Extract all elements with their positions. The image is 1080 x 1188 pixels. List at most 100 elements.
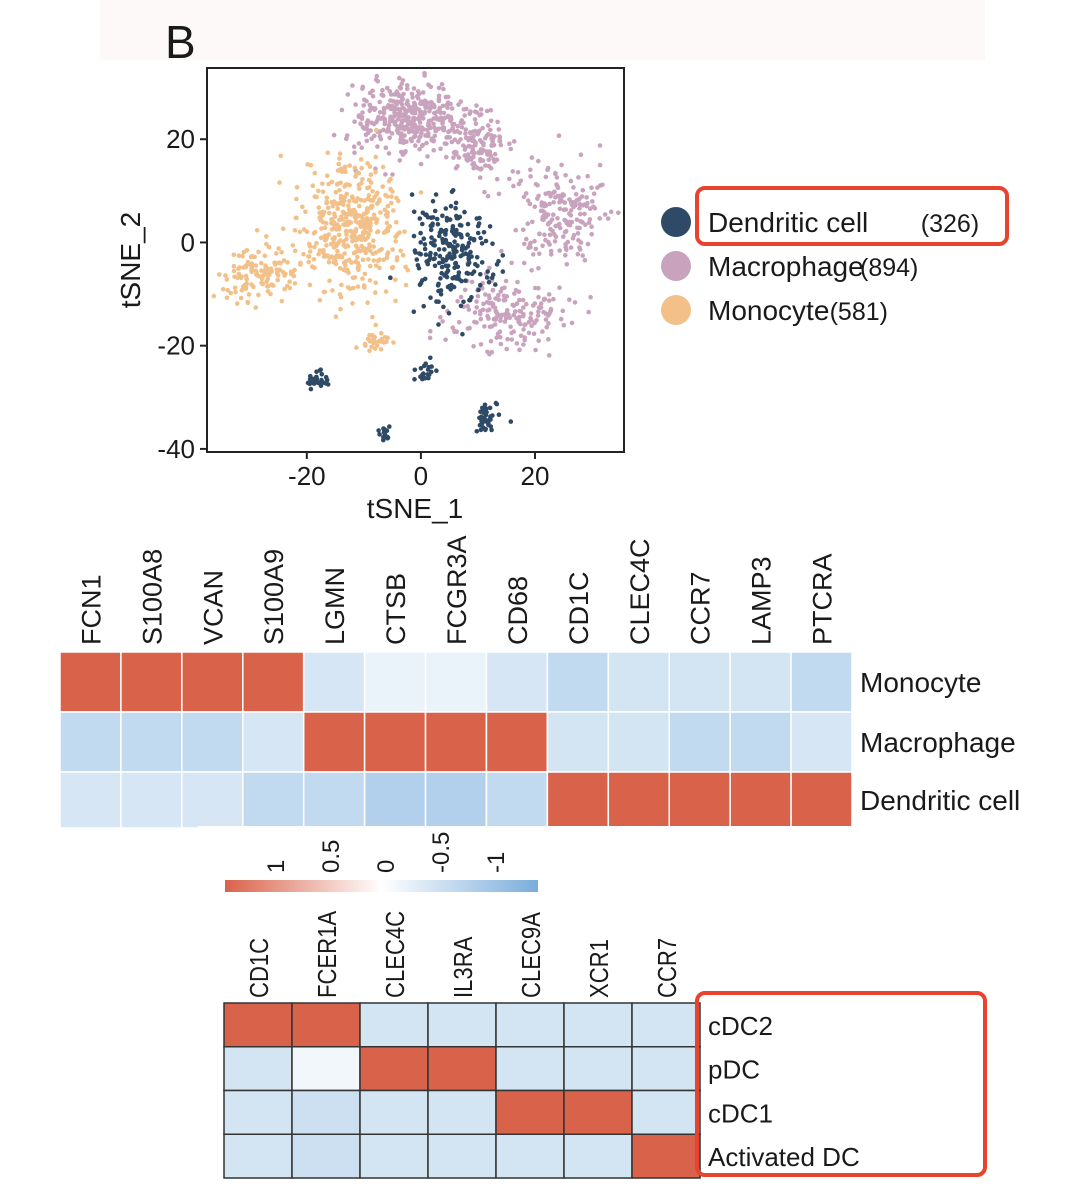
data-point-macrophage bbox=[494, 176, 500, 182]
heatmap-cell bbox=[607, 771, 670, 829]
heatmap-cell bbox=[302, 651, 366, 713]
data-point-macrophage bbox=[374, 120, 379, 125]
data-point-macrophage bbox=[411, 86, 417, 91]
legend-label: Dendritic cell bbox=[708, 207, 868, 238]
data-point-macrophage bbox=[382, 121, 388, 127]
data-point-monocyte bbox=[339, 282, 344, 288]
data-point-monocyte bbox=[292, 281, 298, 286]
data-point-monocyte bbox=[353, 218, 359, 224]
data-point-macrophage bbox=[499, 248, 504, 254]
data-point-dendritic-cell bbox=[463, 278, 468, 284]
data-point-macrophage bbox=[387, 89, 393, 94]
data-point-monocyte bbox=[259, 280, 264, 286]
data-point-macrophage bbox=[540, 243, 545, 249]
data-point-macrophage bbox=[595, 185, 600, 190]
data-point-monocyte bbox=[370, 189, 375, 194]
data-point-macrophage bbox=[445, 105, 450, 110]
colorbar-bar bbox=[225, 880, 538, 892]
legend-marker bbox=[661, 251, 691, 281]
data-point-macrophage bbox=[472, 117, 478, 122]
data-point-monocyte bbox=[320, 181, 325, 187]
data-point-dendritic-cell bbox=[436, 260, 442, 266]
data-point-monocyte bbox=[394, 258, 400, 263]
data-point-monocyte bbox=[231, 252, 237, 258]
data-point-dendritic-cell bbox=[444, 274, 450, 280]
data-point-macrophage bbox=[554, 175, 560, 180]
data-point-macrophage bbox=[486, 316, 491, 321]
heatmap-cell bbox=[223, 1133, 293, 1179]
data-point-macrophage bbox=[474, 299, 479, 304]
data-point-dendritic-cell bbox=[428, 227, 434, 233]
data-point-macrophage bbox=[546, 321, 551, 326]
data-point-dendritic-cell bbox=[475, 223, 481, 229]
heatmap-cell bbox=[291, 1002, 361, 1048]
heatmap-cell bbox=[631, 1046, 701, 1092]
data-point-macrophage bbox=[537, 231, 542, 236]
data-point-macrophage bbox=[542, 296, 548, 302]
data-point-macrophage bbox=[552, 239, 558, 244]
data-point-macrophage bbox=[471, 344, 476, 349]
column-label: CLEC4C bbox=[381, 911, 410, 998]
data-point-monocyte bbox=[262, 272, 268, 277]
background-band bbox=[100, 0, 985, 60]
heatmap-cell bbox=[302, 771, 366, 829]
data-point-monocyte bbox=[389, 194, 394, 199]
heatmap-cell bbox=[427, 1133, 497, 1179]
heatmap-cell bbox=[59, 711, 122, 773]
data-point-macrophage bbox=[415, 89, 421, 94]
data-point-dendritic-cell bbox=[474, 429, 480, 434]
data-point-macrophage bbox=[455, 299, 460, 304]
data-point-macrophage bbox=[388, 98, 393, 103]
data-point-macrophage bbox=[532, 320, 537, 326]
data-point-macrophage bbox=[504, 346, 510, 352]
data-point-monocyte bbox=[403, 282, 409, 288]
data-point-macrophage bbox=[412, 102, 418, 108]
data-point-macrophage bbox=[528, 240, 533, 246]
data-point-monocyte bbox=[367, 248, 373, 254]
data-point-macrophage bbox=[434, 115, 439, 120]
data-point-macrophage bbox=[381, 93, 386, 98]
data-point-monocyte bbox=[316, 205, 322, 210]
data-point-macrophage bbox=[484, 133, 490, 139]
heatmap-cell bbox=[223, 1046, 293, 1092]
data-point-monocyte bbox=[311, 257, 317, 262]
heatmap-cell bbox=[790, 651, 853, 713]
row-label: Monocyte bbox=[860, 667, 981, 698]
data-point-macrophage bbox=[540, 217, 545, 222]
data-point-monocyte bbox=[284, 283, 290, 289]
data-point-macrophage bbox=[586, 220, 592, 225]
column-label: S100A9 bbox=[259, 549, 289, 645]
heatmap-cell bbox=[546, 771, 610, 829]
data-point-macrophage bbox=[411, 134, 417, 140]
data-point-dendritic-cell bbox=[316, 380, 321, 386]
data-point-monocyte bbox=[386, 178, 392, 184]
data-point-monocyte bbox=[287, 279, 292, 285]
data-point-dendritic-cell bbox=[427, 256, 433, 261]
data-point-macrophage bbox=[421, 99, 426, 105]
data-point-macrophage bbox=[578, 152, 584, 157]
data-point-macrophage bbox=[543, 174, 549, 180]
data-point-macrophage bbox=[580, 253, 585, 258]
data-point-monocyte bbox=[326, 260, 332, 265]
data-point-dendritic-cell bbox=[458, 253, 464, 259]
data-point-monocyte bbox=[371, 238, 376, 243]
data-point-macrophage bbox=[488, 118, 494, 124]
data-point-dendritic-cell bbox=[478, 282, 483, 288]
data-point-dendritic-cell bbox=[508, 419, 514, 424]
data-point-macrophage bbox=[476, 129, 481, 135]
data-point-monocyte bbox=[371, 258, 377, 263]
data-point-macrophage bbox=[373, 77, 379, 82]
colorbar-tick-label: -0.5 bbox=[428, 832, 455, 873]
data-point-dendritic-cell bbox=[481, 230, 487, 235]
data-point-macrophage bbox=[509, 337, 515, 342]
data-point-macrophage bbox=[589, 224, 594, 229]
data-point-macrophage bbox=[522, 335, 528, 340]
heatmap-cell bbox=[790, 771, 853, 829]
data-point-monocyte bbox=[383, 192, 388, 198]
data-point-macrophage bbox=[511, 303, 517, 309]
data-point-macrophage bbox=[509, 330, 514, 336]
data-point-monocyte bbox=[355, 284, 361, 289]
data-point-monocyte bbox=[347, 163, 353, 168]
data-point-monocyte bbox=[353, 259, 359, 264]
data-point-macrophage bbox=[592, 206, 598, 211]
